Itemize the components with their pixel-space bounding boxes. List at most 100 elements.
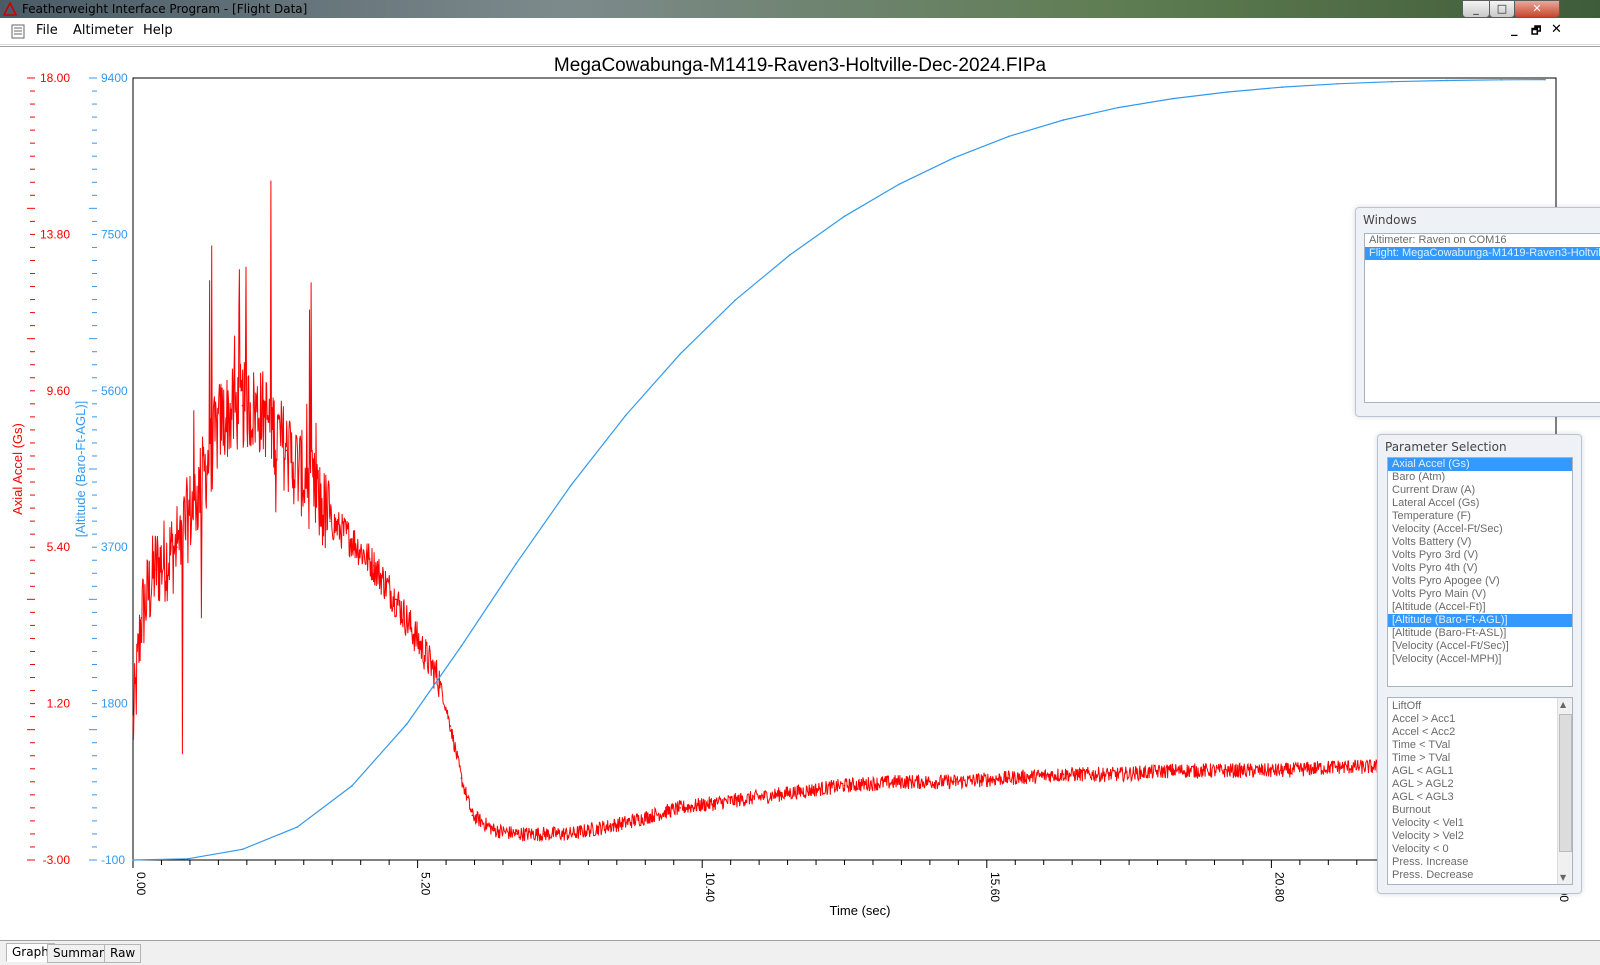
chart-title: MegaCowabunga-M1419-Raven3-Holtville-Dec… (554, 55, 1047, 76)
x-tick-label: 20.80 (1272, 872, 1286, 902)
accel-tick-label: 9.60 (47, 384, 71, 398)
event-item[interactable]: AGL < AGL1 (1392, 765, 1454, 777)
menu-altimeter[interactable]: Altimeter (73, 23, 134, 38)
altitude-data-point (405, 723, 408, 725)
tab-graph[interactable]: Graph (6, 943, 55, 962)
mdi-restore-button[interactable]: 🗗 (1531, 24, 1542, 37)
x-tick-label: 10.40 (703, 872, 717, 902)
parameter-item[interactable]: Lateral Accel (Gs) (1392, 497, 1480, 509)
altitude-data-point (241, 848, 244, 851)
view-tabs: Graph Summary Raw (0, 940, 1600, 965)
menu-help[interactable]: Help (143, 23, 173, 38)
maximize-button[interactable]: □ (1489, 0, 1515, 18)
accel-data-point (1226, 769, 1229, 772)
parameter-item[interactable]: Axial Accel (Gs) (1388, 458, 1572, 471)
altitude-data-point (1544, 78, 1546, 81)
accel-data-point (1336, 766, 1338, 768)
event-item[interactable]: Time > TVal (1392, 752, 1451, 764)
parameter-item[interactable]: Current Draw (A) (1392, 484, 1476, 496)
accel-data-point (219, 419, 222, 422)
scroll-thumb[interactable] (1559, 714, 1572, 852)
altitude-data-point (1281, 86, 1284, 88)
altitude-data-point (734, 299, 736, 302)
event-item[interactable]: Velocity < Vel1 (1392, 817, 1464, 829)
parameter-item[interactable]: Volts Pyro 3rd (V) (1392, 549, 1479, 561)
mdi-minimize-button[interactable]: _ (1511, 22, 1518, 37)
altitude-data-point (624, 414, 627, 417)
parameter-item[interactable]: Baro (Atm) (1392, 471, 1446, 483)
altitude-tick-label: 5600 (101, 384, 128, 398)
accel-data-point (285, 449, 288, 452)
accel-data-point (416, 639, 419, 642)
parameter-item[interactable]: [Altitude (Accel-Ft)] (1392, 601, 1486, 613)
event-item[interactable]: Accel < Acc2 (1392, 726, 1456, 738)
tab-raw[interactable]: Raw (104, 944, 142, 963)
windows-panel-title: Windows (1363, 213, 1417, 227)
event-list-scrollbar[interactable]: ▲ ▼ (1557, 698, 1572, 884)
event-item[interactable]: Press. Decrease (1392, 869, 1474, 881)
parameter-item[interactable]: [Velocity (Accel-Ft/Sec)] (1392, 640, 1509, 652)
event-item[interactable]: Press. Increase (1392, 856, 1469, 868)
altitude-tick-label: 1800 (101, 697, 128, 711)
minimize-button[interactable]: _ (1462, 0, 1490, 18)
title-bar: Featherweight Interface Program - [Fligh… (0, 0, 1600, 18)
parameter-item[interactable]: Volts Pyro Main (V) (1392, 588, 1487, 600)
parameter-item[interactable]: [Altitude (Baro-Ft-AGL)] (1388, 614, 1572, 627)
tab-summary[interactable]: Summary (47, 944, 117, 963)
parameter-list[interactable]: Axial Accel (Gs) Baro (Atm) Current Draw (… (1387, 457, 1573, 687)
scroll-up-icon[interactable]: ▲ (1560, 700, 1567, 709)
event-item[interactable]: Burnout (1392, 804, 1431, 816)
accel-data-point (460, 777, 463, 779)
accel-data-point (1281, 769, 1284, 772)
accel-data-point (471, 814, 474, 817)
mdi-close-button[interactable]: ✕ (1551, 22, 1562, 37)
altitude-tick-label: -100 (101, 853, 125, 867)
parameter-item[interactable]: Volts Pyro 4th (V) (1392, 562, 1478, 574)
event-item[interactable]: Time < TVal (1392, 739, 1451, 751)
event-item[interactable]: LiftOff (1392, 700, 1422, 712)
accel-data-point (1007, 777, 1010, 779)
event-item[interactable]: Velocity > Vel2 (1392, 830, 1464, 842)
altitude-data-point (843, 215, 846, 218)
graph-area: MegaCowabunga-M1419-Raven3-Holtville-Dec… (0, 46, 1600, 940)
parameter-panel-title: Parameter Selection (1385, 440, 1507, 454)
window-item-flight[interactable]: Flight: MegaCowabunga-M1419-Raven3-Holtv… (1365, 247, 1600, 260)
altitude-data-point (132, 859, 134, 861)
parameter-item[interactable]: Volts Pyro Apogee (V) (1392, 575, 1500, 587)
accel-data-point (734, 799, 736, 802)
parameter-item[interactable]: [Altitude (Baro-Ft-ASL)] (1392, 627, 1507, 639)
window-item-altimeter[interactable]: Altimeter: Raven on COM16 (1369, 234, 1507, 246)
menu-file[interactable]: File (36, 23, 58, 38)
windows-panel: Windows Altimeter: Raven on COM16 Flight… (1355, 207, 1600, 417)
parameter-item[interactable]: [Velocity (Accel-MPH)] (1392, 653, 1502, 665)
x-tick-label: 0.00 (134, 872, 148, 896)
altitude-data-point (788, 254, 791, 256)
menu-bar: File Altimeter Help _ 🗗 ✕ (0, 18, 1600, 45)
accel-data-point (197, 490, 200, 493)
accel-data-point (953, 781, 955, 783)
event-item[interactable]: Velocity < 0 (1392, 843, 1449, 855)
parameter-item[interactable]: Temperature (F) (1392, 510, 1471, 522)
altitude-data-point (898, 183, 901, 185)
accel-tick-label: 13.80 (40, 227, 70, 241)
event-item[interactable]: AGL > AGL2 (1392, 778, 1454, 790)
accel-data-point (788, 792, 791, 794)
parameter-item[interactable]: Volts Battery (V) (1392, 536, 1472, 548)
scroll-down-icon[interactable]: ▼ (1560, 873, 1567, 882)
accel-tick-label: 18.00 (40, 71, 70, 85)
accel-data-point (570, 833, 572, 835)
event-item[interactable]: Accel > Acc1 (1392, 713, 1456, 725)
altitude-data-point (570, 484, 572, 487)
windows-list[interactable]: Altimeter: Raven on COM16 Flight: MegaCo… (1364, 233, 1600, 403)
altitude-data-point (1172, 97, 1174, 100)
accel-data-point (449, 725, 452, 727)
document-icon[interactable] (11, 24, 25, 39)
parameter-item[interactable]: Velocity (Accel-Ft/Sec) (1392, 523, 1503, 535)
accel-data-point (241, 404, 244, 407)
altitude-data-point (186, 857, 189, 860)
event-item[interactable]: AGL < AGL3 (1392, 791, 1454, 803)
x-tick-label: 5.20 (419, 872, 433, 896)
event-list[interactable]: LiftOff Accel > Acc1 Accel < Acc2 Time < TV… (1387, 697, 1573, 885)
accel-data-point (843, 784, 846, 787)
close-button[interactable]: ✕ (1514, 0, 1560, 18)
